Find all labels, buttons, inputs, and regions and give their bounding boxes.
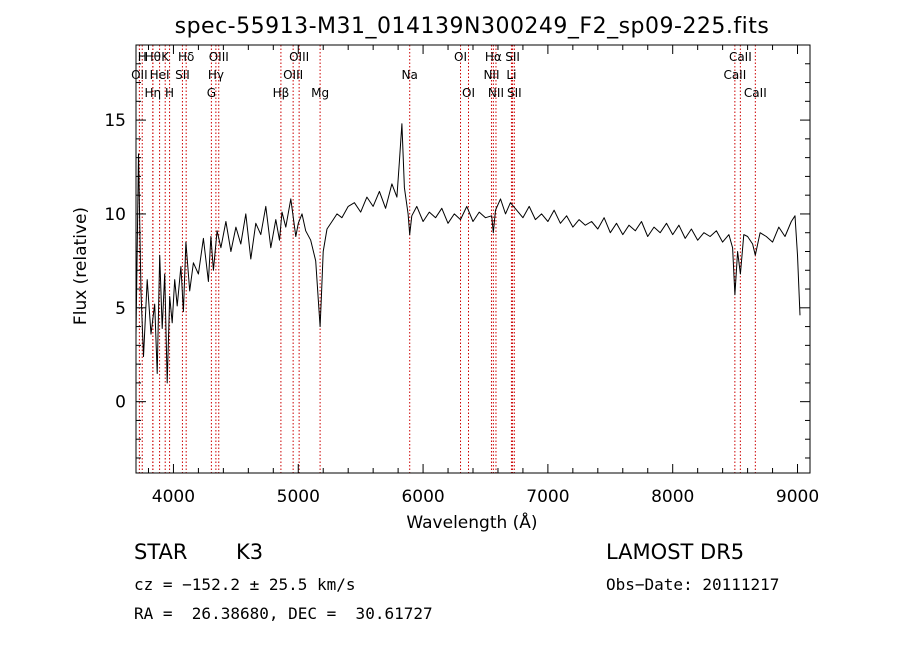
spectral-line-label: SII [505, 50, 520, 64]
y-tick-label: 5 [115, 299, 126, 319]
y-axis-ticks: 0 5 10 15 [104, 44, 810, 459]
x-tick-label: 9000 [776, 487, 819, 507]
spectral-line-label: H [165, 86, 174, 100]
spectral-line-markers [138, 45, 756, 473]
spectral-line-label: CaII [729, 50, 752, 64]
spectral-line-label: NII [483, 68, 499, 82]
observation-date: Obs−Date: 20111217 [606, 575, 780, 594]
spectral-line-label: H [138, 50, 147, 64]
spectral-line-labels: OIIHHθHηHeIKHSIIHδGHγOIIIHβOIIIOIIIMgNaO… [131, 50, 767, 100]
spectral-line-label: Hθ [145, 50, 161, 64]
spectral-line-label: OI [462, 86, 475, 100]
y-axis-title: Flux (relative) [71, 207, 91, 325]
spectral-line-label: K [161, 50, 170, 64]
spectral-line-label: SII [507, 86, 522, 100]
redshift-velocity: cz = −152.2 ± 25.5 km/s [134, 575, 356, 594]
spectral-line-label: SII [175, 68, 190, 82]
y-tick-label: 0 [115, 393, 126, 413]
y-tick-label: 10 [104, 205, 126, 225]
spectral-line-label: Hη [145, 86, 162, 100]
x-tick-label: 4000 [152, 487, 195, 507]
x-tick-label: 8000 [651, 487, 694, 507]
spectral-line-label: OIII [209, 50, 229, 64]
object-subclass: K3 [236, 540, 264, 564]
spectral-line-label: OII [131, 68, 148, 82]
spectral-line-label: Mg [311, 86, 329, 100]
object-class: STAR [134, 540, 188, 564]
spectral-line-label: Li [506, 68, 516, 82]
spectrum-series-line [135, 123, 801, 384]
x-tick-label: 5000 [277, 487, 320, 507]
survey-name: LAMOST DR5 [606, 540, 745, 564]
spectral-line-label: Hβ [273, 86, 290, 100]
spectral-line-label: G [207, 86, 216, 100]
x-axis-title: Wavelength (Å) [406, 511, 537, 533]
x-tick-label: 6000 [401, 487, 444, 507]
y-tick-label: 15 [104, 111, 126, 131]
x-axis-ticks: 4000 5000 6000 7000 8000 9000 [147, 45, 819, 507]
spectral-line-label: Hα [485, 50, 502, 64]
spectral-line-label: CaII [723, 68, 746, 82]
spectral-line-label: OI [454, 50, 467, 64]
spectral-line-label: OIII [283, 68, 303, 82]
sky-coordinates: RA = 26.38680, DEC = 30.61727 [134, 604, 433, 623]
spectral-line-label: OIII [289, 50, 309, 64]
spectral-line-label: NII [488, 86, 504, 100]
spectral-line-label: Hγ [208, 68, 224, 82]
plot-frame [135, 44, 811, 474]
chart-title: spec-55913-M31_014139N300249_F2_sp09-225… [175, 14, 770, 39]
spectral-line-label: HeI [150, 68, 170, 82]
spectral-line-label: Na [402, 68, 418, 82]
x-tick-label: 7000 [526, 487, 569, 507]
spectral-line-label: Hδ [178, 50, 194, 64]
spectral-line-label: CaII [744, 86, 767, 100]
